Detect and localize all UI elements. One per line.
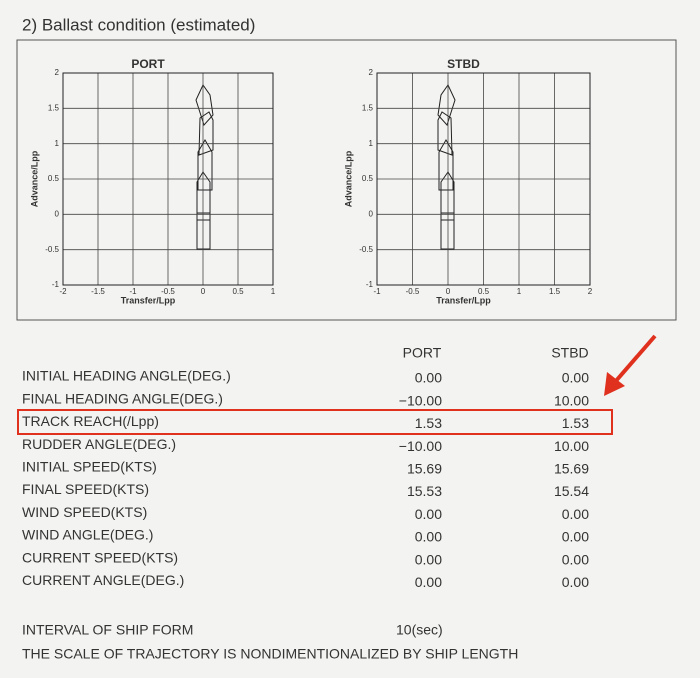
- y-axis-label: Advance/Lpp: [343, 150, 353, 207]
- cell-value: 15.54: [554, 483, 589, 499]
- y-tick-label: 0: [55, 209, 60, 218]
- y-tick-label: 1: [55, 139, 60, 148]
- x-tick-label: 2: [588, 287, 593, 296]
- x-tick-label: -2: [59, 287, 67, 296]
- x-tick-label: 0: [201, 287, 206, 296]
- row-label: CURRENT ANGLE(DEG.): [22, 572, 184, 588]
- cell-value: 0.00: [415, 551, 442, 567]
- cell-value: 0.00: [562, 551, 589, 567]
- interval-label: INTERVAL OF SHIP FORM: [22, 622, 193, 638]
- row-label: INITIAL SPEED(KTS): [22, 459, 157, 475]
- y-tick-label: -1: [366, 280, 374, 289]
- y-tick-label: 1.5: [48, 103, 60, 112]
- cell-value: 0.00: [562, 529, 589, 545]
- plot-frame: [376, 72, 591, 286]
- x-tick-label: 0: [446, 287, 451, 296]
- x-axis-label: Transfer/Lpp: [436, 295, 491, 305]
- y-tick-label: 0: [369, 209, 374, 218]
- plot-frame: [62, 72, 274, 286]
- x-tick-label: 1: [517, 287, 522, 296]
- x-tick-label: 0.5: [478, 287, 490, 296]
- row-label: RUDDER ANGLE(DEG.): [22, 436, 176, 452]
- column-header: STBD: [551, 345, 588, 361]
- cell-value: −10.00: [399, 392, 442, 408]
- x-tick-label: 1: [271, 287, 276, 296]
- figure-frame: [16, 39, 677, 321]
- x-tick-label: 1.5: [549, 287, 561, 296]
- cell-value: 1.53: [562, 415, 589, 431]
- arrow: [604, 334, 657, 396]
- cell-value: 0.00: [415, 370, 442, 386]
- cell-value: 0.00: [415, 506, 442, 522]
- row-label: FINAL HEADING ANGLE(DEG.): [22, 390, 223, 406]
- section-title: 2) Ballast condition (estimated): [22, 15, 255, 34]
- note: THE SCALE OF TRAJECTORY IS NONDIMENTIONA…: [22, 646, 518, 662]
- y-tick-label: 0.5: [48, 174, 60, 183]
- x-tick-label: -1: [129, 287, 137, 296]
- x-tick-label: -1: [373, 287, 381, 296]
- row-label: WIND ANGLE(DEG.): [22, 527, 153, 543]
- x-tick-label: -0.5: [161, 287, 175, 296]
- row-label: WIND SPEED(KTS): [22, 504, 147, 520]
- y-tick-label: 1: [369, 139, 374, 148]
- cell-value: 0.00: [562, 574, 589, 590]
- y-axis-label: Advance/Lpp: [29, 150, 39, 207]
- x-axis-label: Transfer/Lpp: [121, 295, 176, 305]
- y-tick-label: 2: [55, 68, 60, 77]
- cell-value: 15.69: [407, 461, 442, 477]
- cell-value: 0.00: [415, 529, 442, 545]
- cell-value: 0.00: [415, 574, 442, 590]
- row-label: FINAL SPEED(KTS): [22, 481, 149, 497]
- cell-value: 0.00: [562, 370, 589, 386]
- x-tick-label: -0.5: [406, 287, 420, 296]
- y-tick-label: 2: [369, 68, 374, 77]
- interval-value: 10(sec): [396, 622, 443, 638]
- y-tick-label: -0.5: [45, 245, 59, 254]
- stbd-ship-trajectory: [437, 84, 456, 250]
- x-tick-label: 0.5: [232, 287, 244, 296]
- cell-value: 10.00: [554, 392, 589, 408]
- row-label: INITIAL HEADING ANGLE(DEG.): [22, 368, 231, 384]
- cell-value: 15.69: [554, 461, 589, 477]
- cell-value: −10.00: [399, 438, 442, 454]
- chart-title: STBD: [447, 57, 480, 71]
- cell-value: 0.00: [562, 506, 589, 522]
- cell-value: 1.53: [415, 415, 442, 431]
- column-header: PORT: [403, 345, 442, 361]
- y-tick-label: -1: [52, 280, 60, 289]
- cell-value: 15.53: [407, 483, 442, 499]
- x-tick-label: -1.5: [91, 287, 105, 296]
- row-label: CURRENT SPEED(KTS): [22, 549, 178, 565]
- chart-title: PORT: [131, 57, 165, 71]
- row-label: TRACK REACH(/Lpp): [22, 413, 159, 429]
- highlight-box: [17, 409, 613, 435]
- cell-value: 10.00: [554, 438, 589, 454]
- y-tick-label: 0.5: [362, 174, 374, 183]
- y-tick-label: 1.5: [362, 103, 374, 112]
- y-tick-label: -0.5: [359, 245, 373, 254]
